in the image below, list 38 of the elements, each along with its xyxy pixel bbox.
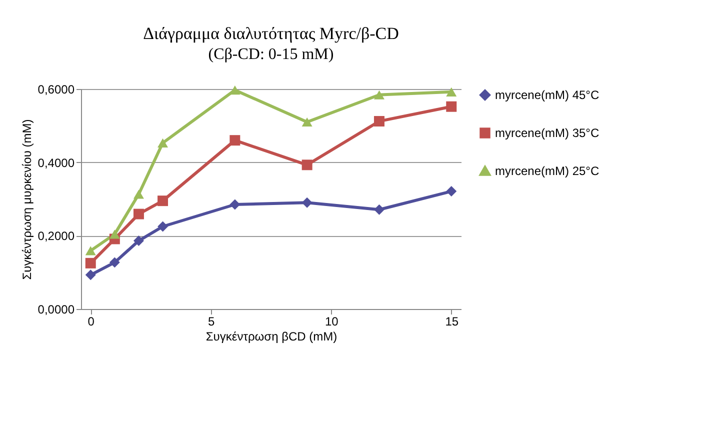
point	[446, 87, 457, 96]
point	[374, 204, 384, 215]
point	[133, 236, 144, 246]
point	[302, 160, 312, 170]
x-tick-label: 0	[88, 314, 95, 328]
point	[446, 186, 457, 197]
legend-label: myrcene(mM) 45°C	[495, 88, 600, 102]
chart-title: Διάγραμμα διαλυτότητας Myrc/β-CD	[143, 24, 399, 43]
point	[374, 90, 384, 100]
point	[158, 221, 168, 232]
legend-label: myrcene(mM) 25°C	[495, 164, 600, 178]
point	[374, 116, 384, 127]
y-tick-label: 0,0000	[38, 302, 75, 316]
y-tick-label: 0,4000	[38, 156, 75, 170]
point	[302, 197, 312, 208]
y-tick-label: 0,6000	[38, 82, 75, 96]
point	[133, 190, 144, 199]
point	[158, 196, 168, 206]
y-tick-label: 0,2000	[38, 229, 75, 244]
y-axis-title: Συγκέντρωση μυρκενίου (mM)	[20, 119, 34, 280]
legend-label: myrcene(mM) 35°C	[495, 126, 600, 140]
point	[230, 86, 240, 95]
x-axis-title: Συγκέντρωση βCD (mM)	[206, 330, 338, 344]
point	[230, 135, 240, 146]
x-tick-label: 5	[208, 314, 216, 328]
point	[302, 117, 312, 127]
point	[85, 246, 96, 256]
point	[109, 257, 120, 268]
x-tick-label: 15	[445, 314, 459, 328]
point	[85, 270, 96, 280]
point	[133, 208, 144, 220]
point	[230, 199, 240, 210]
point	[446, 101, 457, 112]
chart-subtitle: (Cβ-CD: 0-15 mM)	[208, 46, 334, 63]
point	[109, 230, 120, 239]
point	[158, 138, 168, 148]
point	[85, 258, 96, 268]
x-tick-label: 10	[324, 314, 339, 328]
